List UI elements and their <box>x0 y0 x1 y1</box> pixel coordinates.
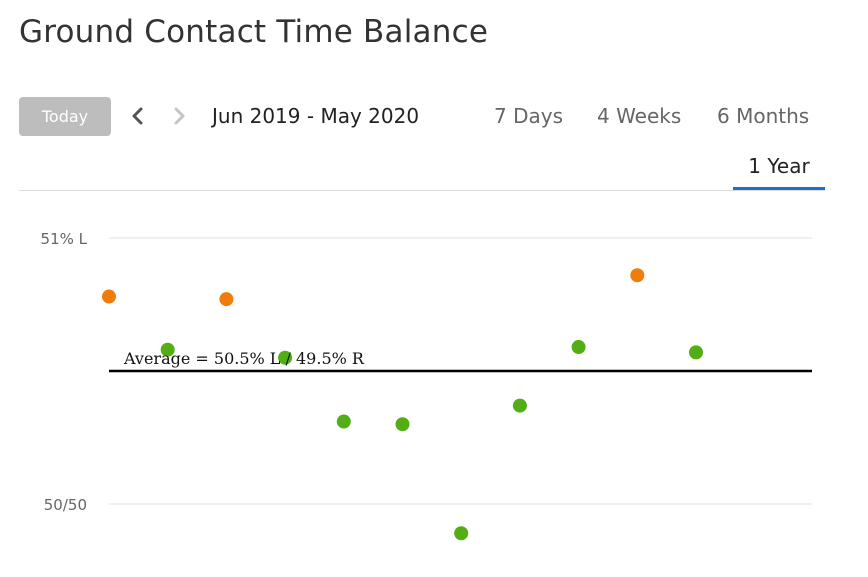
tab-1-year[interactable]: 1 Year <box>733 142 825 190</box>
tab-4-weeks[interactable]: 4 Weeks <box>597 104 682 128</box>
today-button[interactable]: Today <box>19 97 111 136</box>
chevron-right-icon <box>174 107 185 125</box>
data-point-8 <box>512 398 527 413</box>
previous-period-button[interactable] <box>128 105 148 127</box>
chevron-left-icon <box>132 107 143 125</box>
data-point-7 <box>454 526 469 541</box>
average-label: Average = 50.5% L / 49.5% R <box>123 349 365 368</box>
data-points <box>102 268 703 541</box>
tab-6-months[interactable]: 6 Months <box>717 104 810 128</box>
y-tick-label-top: 51% L <box>41 230 88 248</box>
data-point-2 <box>160 342 175 357</box>
data-point-6 <box>395 417 410 432</box>
page-title: Ground Contact Time Balance <box>19 14 489 50</box>
tab-1-year-label: 1 Year <box>748 154 810 178</box>
data-point-4 <box>278 350 293 365</box>
date-range-label: Jun 2019 - May 2020 <box>212 104 420 128</box>
y-tick-label-bottom: 50/50 <box>44 496 87 514</box>
active-tab-indicator <box>733 187 825 190</box>
header-divider <box>19 190 825 191</box>
next-period-button[interactable] <box>169 105 189 127</box>
tab-7-days[interactable]: 7 Days <box>494 104 563 128</box>
data-point-11 <box>689 345 703 360</box>
data-point-1 <box>102 289 116 304</box>
data-point-5 <box>336 414 351 429</box>
data-point-10 <box>630 268 645 283</box>
data-point-3 <box>219 292 234 307</box>
data-point-9 <box>571 340 586 355</box>
